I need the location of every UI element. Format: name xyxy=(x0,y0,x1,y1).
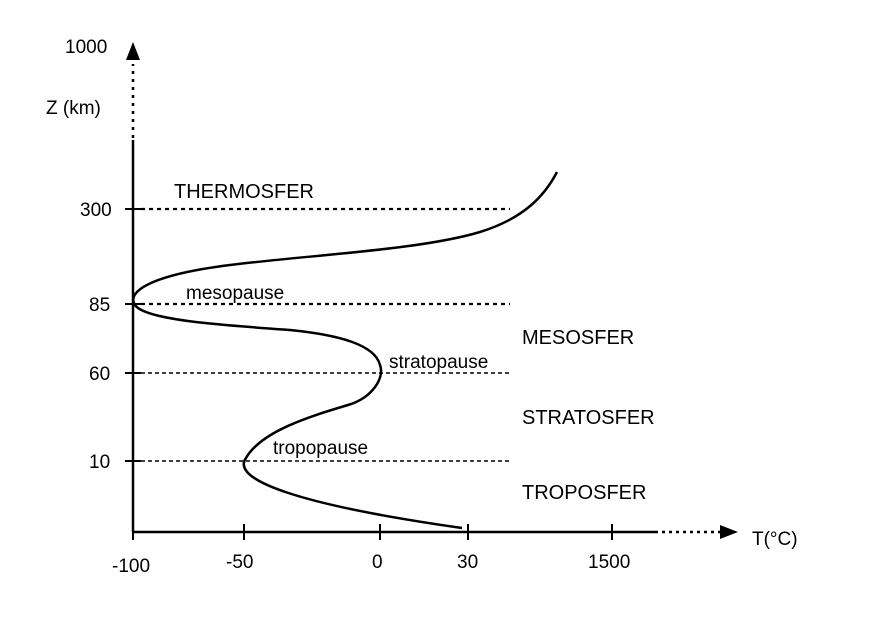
layer-label-thermosfer: THERMOSFER xyxy=(174,181,314,203)
x-tick-label-30: 30 xyxy=(457,552,478,573)
x-axis-arrowhead xyxy=(720,525,738,539)
y-axis-title: Z (km) xyxy=(46,98,101,119)
y-tick-label-1000: 1000 xyxy=(65,37,107,58)
x-tick-label-minus-100: -100 xyxy=(112,556,150,577)
y-tick-label-60: 60 xyxy=(89,364,110,385)
boundary-label-mesopause: mesopause xyxy=(186,283,284,304)
boundary-label-tropopause: tropopause xyxy=(273,438,368,459)
layer-label-troposfer: TROPOSFER xyxy=(522,482,646,504)
y-tick-label-85: 85 xyxy=(89,295,110,316)
layer-label-mesosfer: MESOSFER xyxy=(522,327,634,349)
y-tick-label-10: 10 xyxy=(89,452,110,473)
x-axis-title: T(°C) xyxy=(752,529,798,550)
boundary-label-stratopause: stratopause xyxy=(389,352,488,373)
x-tick-label-1500: 1500 xyxy=(588,552,630,573)
x-tick-label-0: 0 xyxy=(372,552,383,573)
y-tick-label-300: 300 xyxy=(80,200,112,221)
x-tick-label-minus-50: -50 xyxy=(226,552,253,573)
y-axis-arrowhead xyxy=(126,42,140,60)
layer-label-stratosfer: STRATOSFER xyxy=(522,407,655,429)
temperature-profile-curve xyxy=(132,171,559,530)
